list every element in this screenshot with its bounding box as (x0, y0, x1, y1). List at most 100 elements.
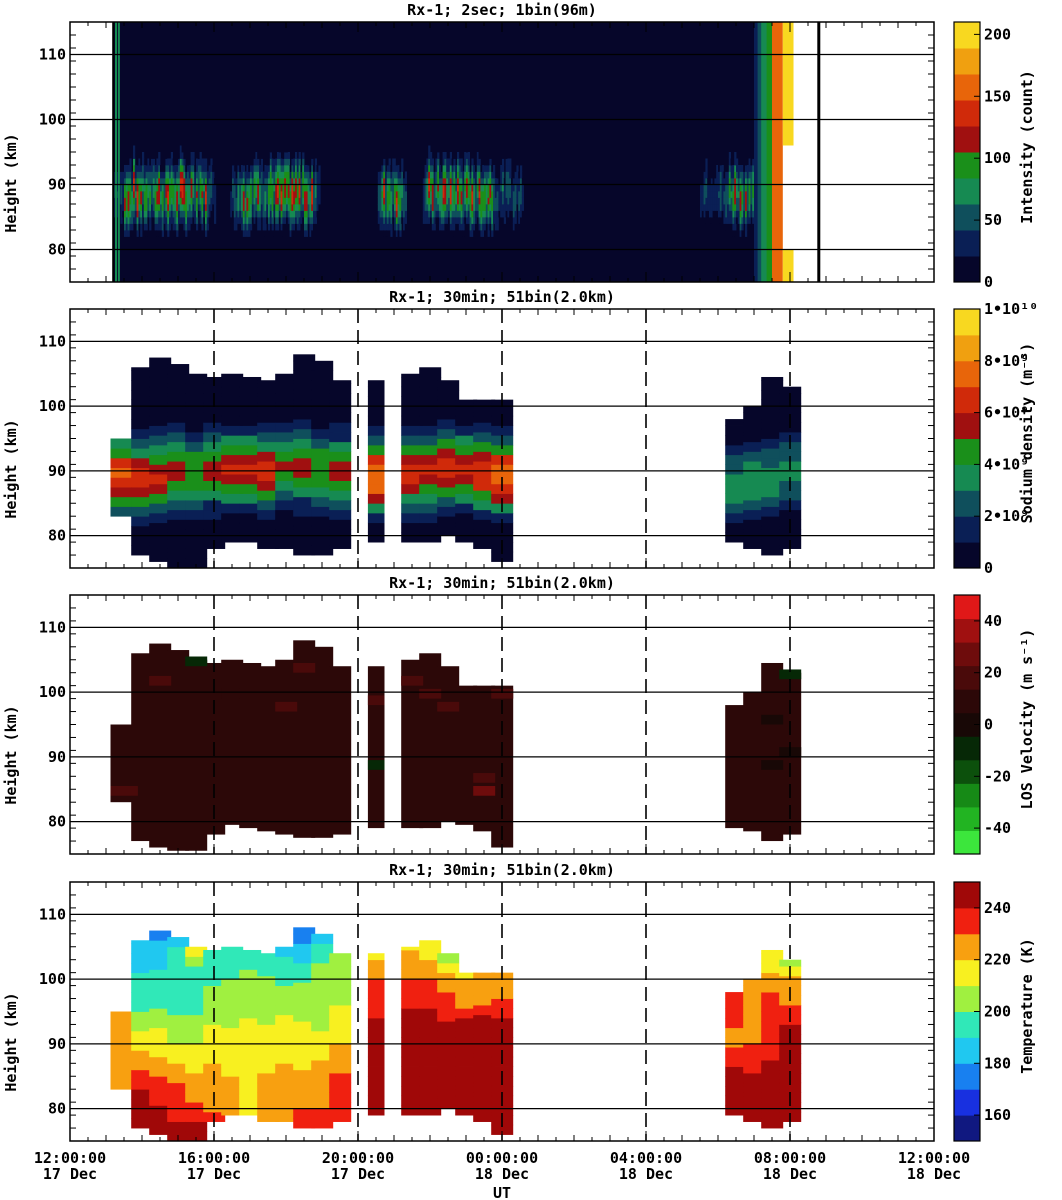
density-cell (293, 477, 316, 488)
intensity-cell (311, 210, 314, 218)
intensity-cell (453, 158, 456, 166)
intensity-cell (154, 165, 157, 172)
intensity-cell (158, 184, 161, 192)
intensity-cell (154, 184, 157, 192)
intensity-cell (485, 204, 488, 211)
intensity-cell (500, 210, 503, 218)
intensity-cell (318, 184, 321, 192)
intensity-cell (289, 230, 292, 237)
intensity-cell (399, 230, 402, 237)
density-cell (329, 432, 352, 443)
temperature-cell (149, 1085, 172, 1097)
intensity-cell (700, 204, 703, 211)
intensity-cell (750, 171, 753, 179)
intensity-cell (133, 165, 136, 172)
intensity-cell (298, 210, 301, 218)
intensity-cell (512, 197, 515, 205)
intensity-cell (478, 184, 481, 192)
intensity-cell (275, 158, 278, 166)
density-cell (743, 422, 766, 433)
intensity-cell (487, 158, 490, 166)
temperature-cell (185, 1034, 208, 1045)
intensity-cell (458, 223, 461, 231)
intensity-cell (503, 223, 506, 231)
intensity-cell (156, 217, 159, 224)
intensity-cell (277, 210, 280, 218)
intensity-cell (277, 158, 280, 166)
intensity-cell (314, 197, 317, 205)
intensity-cell (705, 210, 708, 218)
density-cell (329, 470, 352, 481)
intensity-cell (727, 184, 730, 192)
intensity-cell (138, 204, 141, 211)
intensity-cell (269, 204, 272, 211)
intensity-cell (286, 197, 289, 205)
intensity-cell (385, 178, 388, 185)
intensity-cell (120, 178, 123, 185)
intensity-cell (401, 191, 404, 198)
temperature-cell (401, 998, 424, 1009)
intensity-cell (208, 191, 211, 198)
temperature-cell (185, 1043, 208, 1054)
intensity-cell (440, 223, 443, 231)
intensity-cell (745, 204, 748, 211)
intensity-cell (732, 191, 735, 198)
density-cell (437, 487, 460, 498)
intensity-cell (471, 178, 474, 185)
temperature-cell (329, 1063, 352, 1074)
intensity-cell (113, 217, 116, 224)
intensity-cell (149, 171, 152, 179)
temperature-cell (311, 1089, 334, 1100)
intensity-cell (457, 178, 460, 185)
intensity-cell (482, 197, 485, 205)
intensity-cell (152, 217, 155, 224)
intensity-cell (433, 223, 436, 231)
temperature-cell (761, 1089, 784, 1100)
intensity-cell (197, 191, 200, 198)
intensity-cell (300, 197, 303, 205)
intensity-cell (232, 158, 235, 166)
intensity-cell (163, 165, 166, 172)
intensity-cell (203, 217, 206, 224)
intensity-cell (190, 178, 193, 185)
temperature-cell (311, 962, 334, 974)
temperature-cell (419, 1008, 442, 1019)
intensity-cell (239, 204, 242, 211)
density-cell (275, 519, 298, 530)
intensity-cell (403, 197, 406, 205)
intensity-cell (388, 184, 391, 192)
intensity-cell (714, 204, 717, 211)
intensity-cell (278, 204, 281, 211)
intensity-cell (127, 171, 130, 179)
intensity-cell (493, 191, 496, 198)
y-tick-label: 80 (48, 241, 66, 259)
intensity-cell (239, 223, 242, 231)
intensity-cell (246, 210, 249, 218)
temperature-cell (293, 962, 316, 974)
intensity-cell (266, 210, 269, 218)
intensity-cell (194, 171, 197, 179)
intensity-cell (512, 178, 515, 185)
temperature-cell (437, 953, 460, 964)
temperature-cell (743, 979, 766, 986)
intensity-cell (433, 171, 436, 179)
density-cell (293, 399, 316, 410)
intensity-cell (282, 210, 285, 218)
intensity-cell (192, 210, 195, 218)
intensity-cell (484, 165, 487, 172)
intensity-cell (156, 204, 159, 211)
intensity-cell (381, 171, 384, 179)
intensity-cell (484, 184, 487, 192)
intensity-cell (244, 197, 247, 205)
intensity-cell (147, 178, 150, 185)
intensity-cell (739, 230, 742, 237)
temperature-cell (311, 1030, 334, 1042)
intensity-cell (404, 184, 407, 192)
intensity-cell (478, 152, 481, 159)
velocity-cell (149, 675, 172, 686)
intensity-cell (500, 184, 503, 192)
intensity-cell (124, 236, 127, 244)
intensity-cell (122, 184, 125, 192)
intensity-cell (388, 223, 391, 231)
intensity-cell (239, 217, 242, 224)
